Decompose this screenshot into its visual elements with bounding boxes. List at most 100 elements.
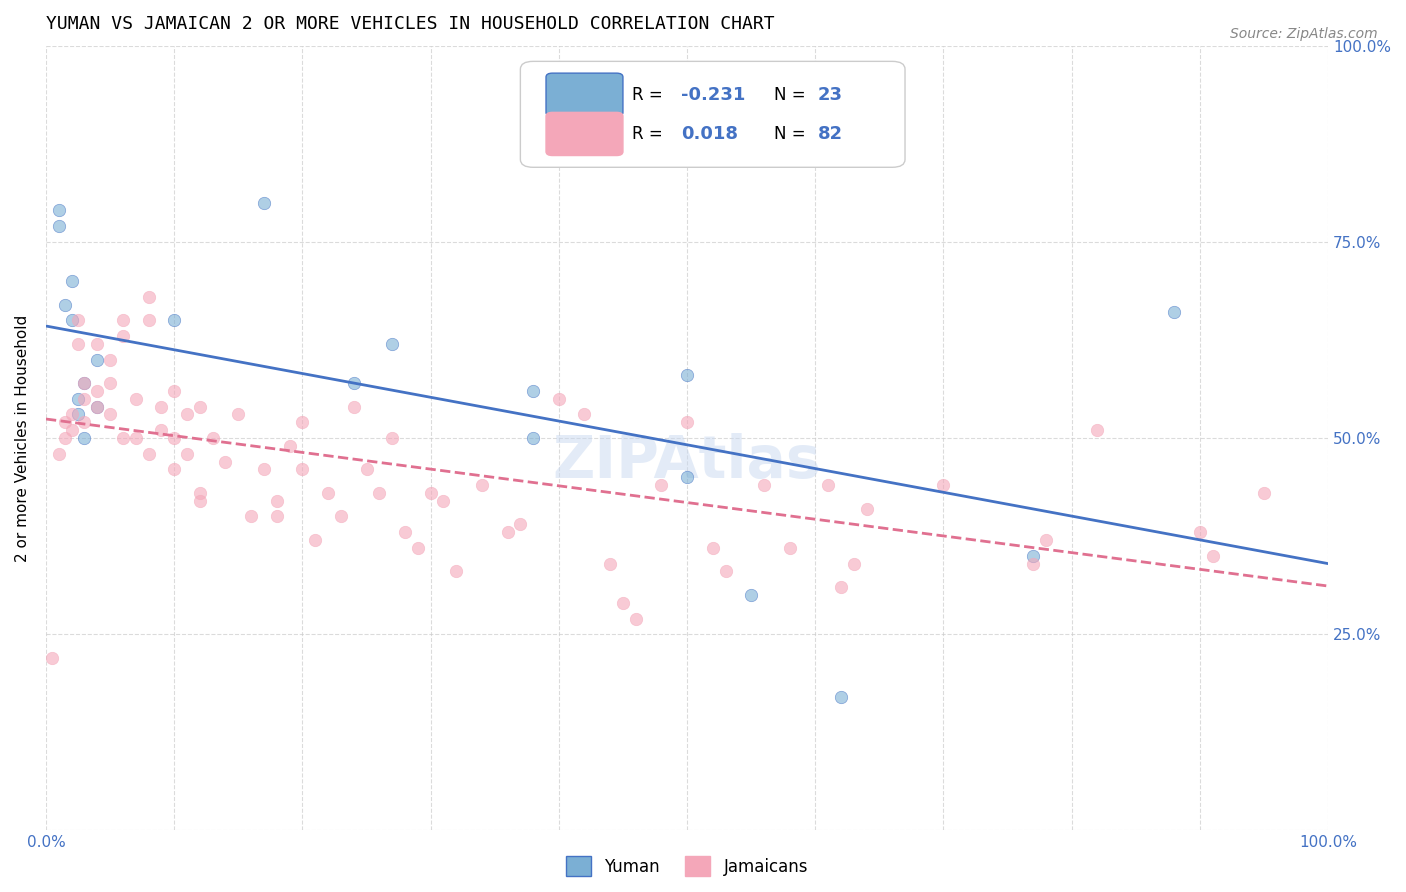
Point: [98, 352, 121, 367]
Point: [1022, 557, 1045, 571]
FancyBboxPatch shape: [520, 62, 905, 168]
Point: [779, 541, 801, 555]
Point: [752, 478, 775, 492]
Point: [547, 392, 569, 406]
Point: [125, 392, 148, 406]
Point: [509, 517, 531, 532]
Point: [471, 478, 494, 492]
Point: [53, 298, 76, 312]
Text: ZIPAtlas: ZIPAtlas: [553, 434, 821, 490]
Point: [73, 431, 96, 445]
Point: [86, 400, 108, 414]
Point: [1163, 305, 1185, 319]
Text: 0.018: 0.018: [681, 126, 738, 144]
Legend: Yuman, Jamaicans: Yuman, Jamaicans: [558, 847, 817, 885]
Point: [253, 195, 276, 210]
Point: [111, 329, 134, 343]
Point: [496, 525, 519, 540]
Point: [138, 290, 160, 304]
Point: [188, 486, 211, 500]
Point: [66, 408, 89, 422]
Point: [343, 376, 366, 390]
Point: [830, 580, 852, 594]
Point: [48, 447, 70, 461]
Point: [329, 509, 352, 524]
Point: [66, 392, 89, 406]
Point: [266, 493, 288, 508]
Point: [163, 313, 186, 327]
Point: [830, 690, 852, 704]
Point: [419, 486, 441, 500]
Point: [86, 400, 108, 414]
Point: [125, 431, 148, 445]
Point: [714, 565, 737, 579]
Point: [214, 454, 236, 468]
Point: [624, 611, 647, 625]
Point: [66, 336, 89, 351]
Point: [932, 478, 955, 492]
Text: YUMAN VS JAMAICAN 2 OR MORE VEHICLES IN HOUSEHOLD CORRELATION CHART: YUMAN VS JAMAICAN 2 OR MORE VEHICLES IN …: [46, 15, 775, 33]
Point: [1188, 525, 1211, 540]
Point: [676, 470, 699, 484]
Point: [432, 493, 454, 508]
Point: [86, 384, 108, 398]
Point: [522, 431, 544, 445]
Point: [304, 533, 326, 547]
Text: R =: R =: [631, 87, 668, 104]
Point: [188, 400, 211, 414]
Point: [201, 431, 224, 445]
Point: [60, 423, 83, 437]
Point: [53, 431, 76, 445]
Point: [1035, 533, 1057, 547]
Point: [1085, 423, 1108, 437]
Point: [702, 541, 724, 555]
Point: [574, 408, 596, 422]
Point: [650, 478, 672, 492]
Point: [240, 509, 263, 524]
Point: [60, 408, 83, 422]
Point: [48, 203, 70, 218]
Point: [1022, 549, 1045, 563]
Point: [86, 352, 108, 367]
Point: [394, 525, 416, 540]
Text: 23: 23: [818, 87, 842, 104]
Point: [291, 415, 314, 429]
Point: [150, 400, 173, 414]
Point: [150, 423, 173, 437]
Text: R =: R =: [631, 126, 668, 144]
Point: [73, 392, 96, 406]
Point: [676, 368, 699, 383]
Point: [266, 509, 288, 524]
Point: [98, 376, 121, 390]
Point: [406, 541, 429, 555]
Point: [138, 313, 160, 327]
Point: [1253, 486, 1275, 500]
Point: [138, 447, 160, 461]
Point: [73, 376, 96, 390]
Point: [278, 439, 301, 453]
Point: [60, 313, 83, 327]
Point: [53, 415, 76, 429]
Point: [599, 557, 621, 571]
Point: [73, 415, 96, 429]
Point: [41, 650, 63, 665]
Point: [291, 462, 314, 476]
FancyBboxPatch shape: [546, 73, 623, 116]
Point: [356, 462, 378, 476]
Text: 82: 82: [818, 126, 844, 144]
Point: [188, 493, 211, 508]
Point: [612, 596, 634, 610]
Point: [163, 462, 186, 476]
Point: [253, 462, 276, 476]
Text: -0.231: -0.231: [681, 87, 745, 104]
Point: [66, 313, 89, 327]
Point: [176, 408, 198, 422]
Point: [381, 431, 404, 445]
Text: Source: ZipAtlas.com: Source: ZipAtlas.com: [1230, 27, 1378, 41]
FancyBboxPatch shape: [546, 112, 623, 155]
Point: [855, 501, 877, 516]
Y-axis label: 2 or more Vehicles in Household: 2 or more Vehicles in Household: [15, 314, 30, 562]
Point: [163, 384, 186, 398]
Point: [111, 431, 134, 445]
Point: [98, 408, 121, 422]
